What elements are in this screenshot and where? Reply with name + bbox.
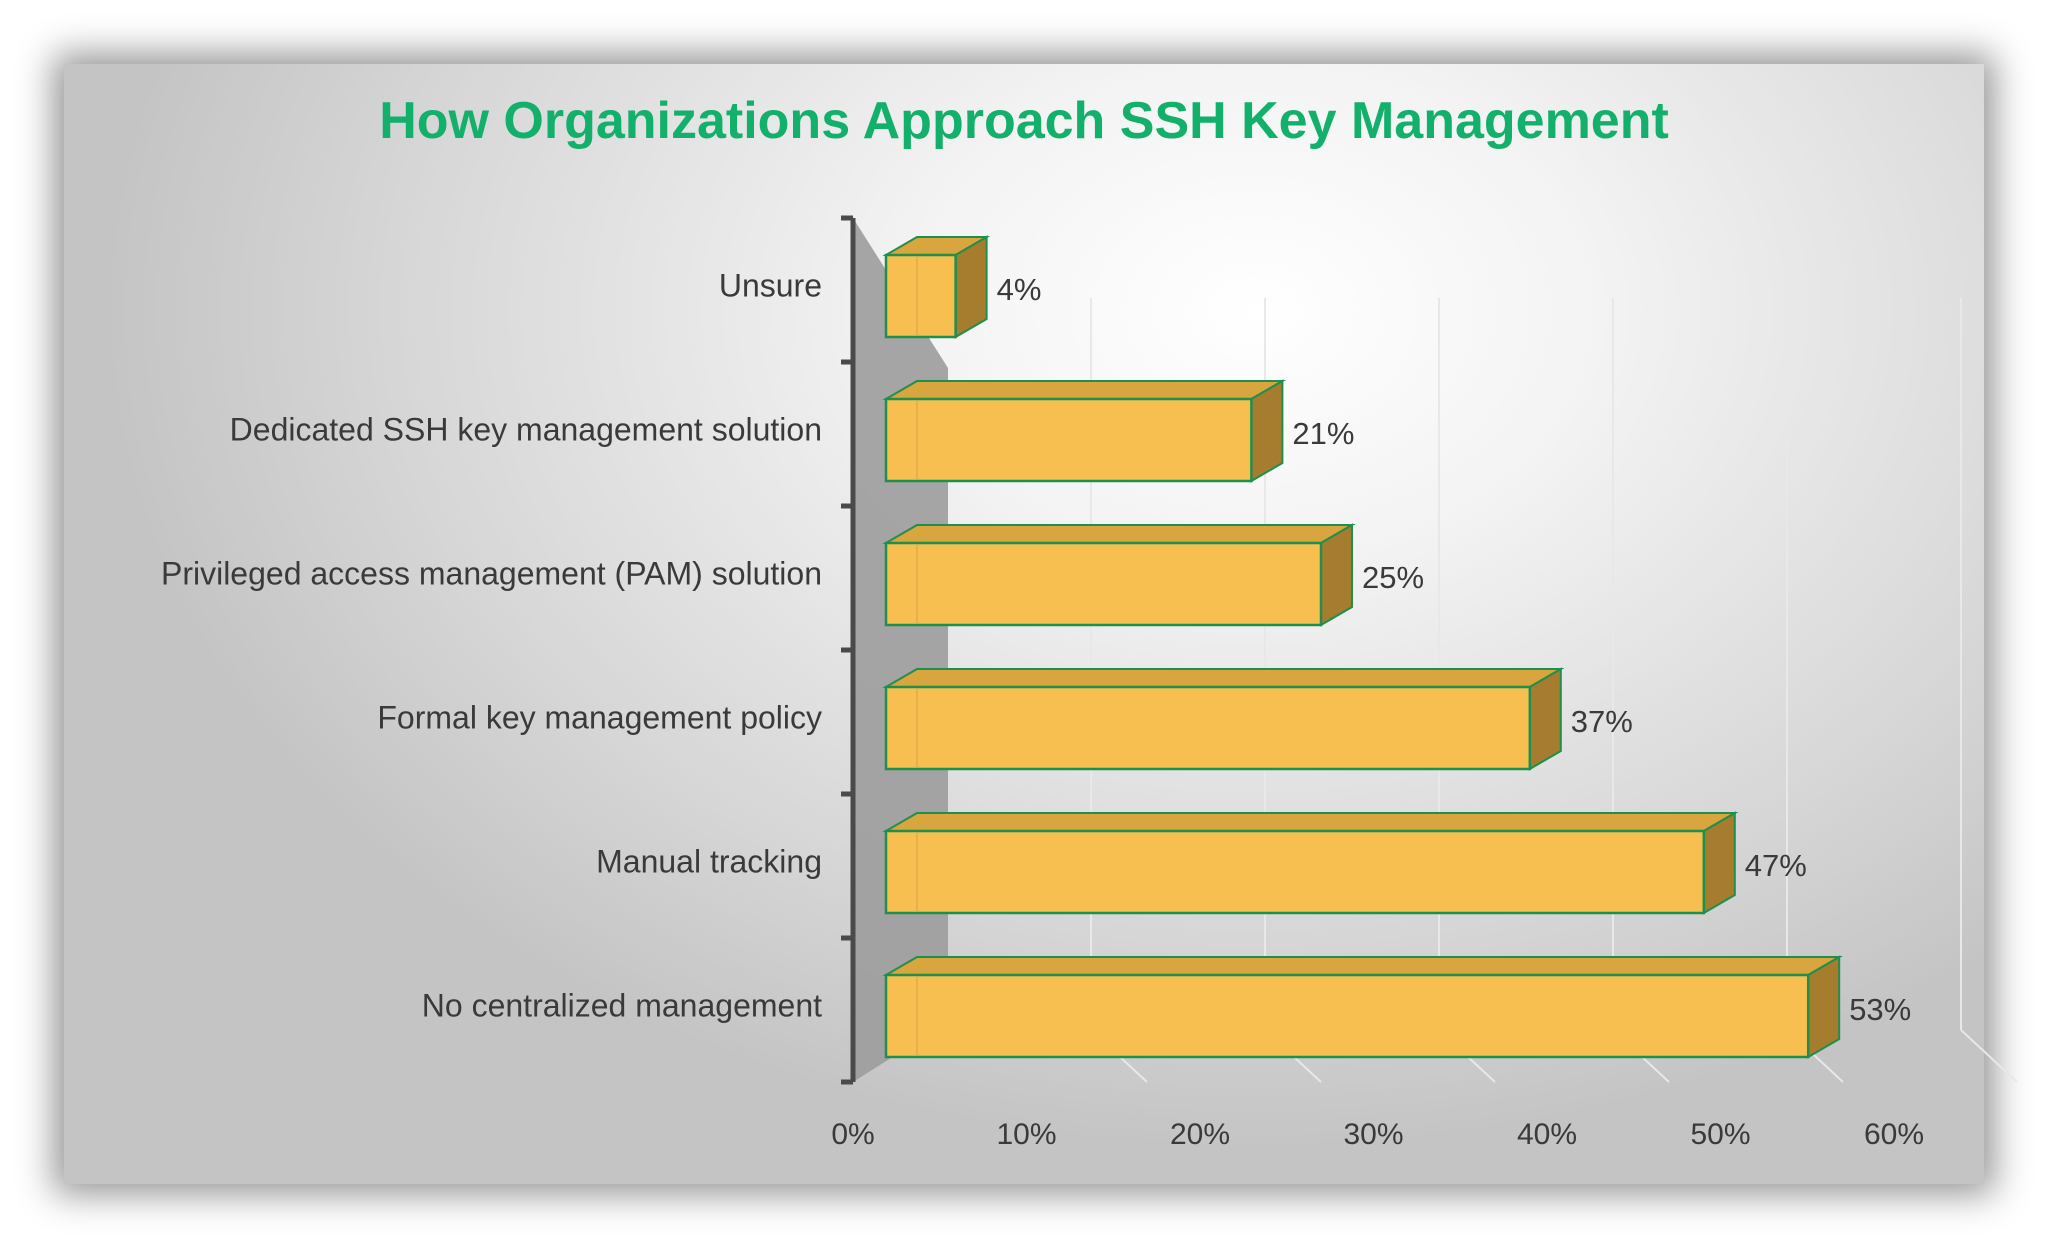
bar-top-face [882,956,1843,976]
bar [882,379,1287,483]
bar-side-face [954,235,988,339]
bar-front-face [884,829,1706,915]
bar-front-face [884,253,957,339]
category-label: Dedicated SSH key management solution [230,411,822,447]
bar [882,811,1739,915]
bar-front-face [884,685,1532,771]
bar-side-face [1320,523,1353,627]
category-label: No centralized management [422,987,822,1023]
x-axis-tick-label: 0% [831,1118,874,1151]
data-label: 37% [1571,704,1633,739]
y-axis-ticks [841,215,853,1085]
category-label: Formal key management policy [377,699,822,735]
bar-side-face [1528,667,1562,771]
gridline-floor [1960,1029,2018,1083]
bar-top-face [882,380,1287,400]
bar [882,955,1843,1059]
x-axis-tick-label: 30% [1343,1118,1403,1151]
x-axis-tick-label: 10% [996,1118,1056,1151]
bar-side-face [1807,955,1841,1059]
x-axis-tick-label: 40% [1517,1118,1577,1151]
x-axis-tick-label: 60% [1864,1118,1924,1151]
data-labels: 4% 21% 25% 37% 47% 53% [997,272,1912,1027]
category-labels: Unsure Dedicated SSH key management solut… [161,267,822,1023]
axis-wall [853,218,948,1082]
bar [882,235,991,339]
bar [882,667,1565,771]
data-label: 47% [1745,848,1807,883]
bar-front-face [884,541,1323,627]
category-label: Manual tracking [596,843,822,879]
category-label: Unsure [719,267,822,303]
data-label: 21% [1292,416,1354,451]
data-label: 25% [1362,560,1424,595]
chart-title: How Organizations Approach SSH Key Manag… [379,92,1669,150]
bars [882,235,1843,1059]
x-axis-tick-label: 50% [1690,1118,1750,1151]
x-axis-tick-label: 20% [1170,1118,1230,1151]
bar-front-face [884,973,1810,1059]
bar-top-face [882,668,1565,688]
bar-side-face [1702,811,1736,915]
bar [882,523,1356,627]
bar-top-face [882,812,1739,832]
data-label: 53% [1849,992,1911,1027]
x-axis-tick-labels: 0% 10% 20% 30% 40% 50% 60% [831,1118,1924,1151]
category-label: Privileged access management (PAM) solut… [161,555,822,591]
bar-front-face [884,397,1253,483]
data-label: 4% [997,272,1042,307]
bar-side-face [1250,379,1284,483]
bar-top-face [882,524,1356,544]
